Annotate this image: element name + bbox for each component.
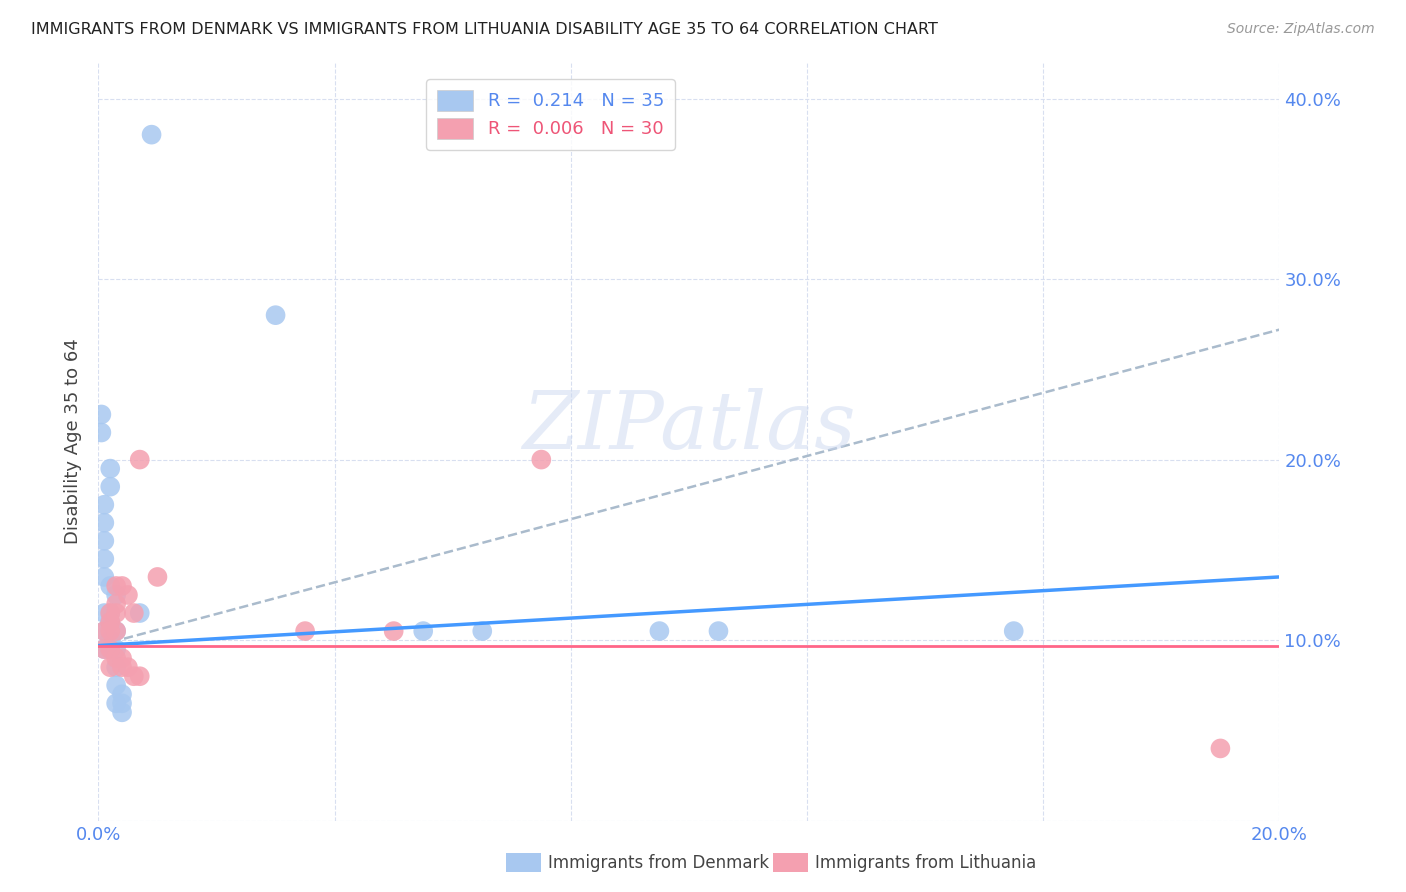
Point (105, 597, 128, 611)
Point (111, 660, 134, 674)
Point (105, 624, 128, 639)
Point (111, 579, 134, 593)
Point (105, 696, 128, 710)
Text: IMMIGRANTS FROM DENMARK VS IMMIGRANTS FROM LITHUANIA DISABILITY AGE 35 TO 64 COR: IMMIGRANTS FROM DENMARK VS IMMIGRANTS FR… (31, 22, 938, 37)
Point (93, 533, 115, 548)
Point (98, 606, 121, 620)
Point (93, 642, 115, 657)
Point (117, 660, 139, 674)
Legend: R =  0.214   N = 35, R =  0.006   N = 30: R = 0.214 N = 35, R = 0.006 N = 30 (426, 79, 675, 150)
Point (111, 706, 134, 720)
Point (98, 461, 121, 475)
Point (98, 660, 121, 674)
Point (98, 615, 121, 629)
Point (111, 651, 134, 665)
Point (93, 624, 115, 639)
Point (98, 480, 121, 494)
Point (146, 570, 169, 584)
Text: Source: ZipAtlas.com: Source: ZipAtlas.com (1227, 22, 1375, 37)
Point (98, 642, 121, 657)
Point (105, 588, 128, 602)
Point (90, 425, 112, 440)
Point (128, 452, 150, 467)
Point (128, 606, 150, 620)
Point (264, 308, 287, 322)
Point (98, 615, 121, 629)
Text: Immigrants from Lithuania: Immigrants from Lithuania (815, 854, 1036, 871)
Text: Immigrants from Denmark: Immigrants from Denmark (548, 854, 769, 871)
Point (93, 552, 115, 566)
Point (93, 498, 115, 512)
Point (1002, 624, 1025, 639)
Point (93, 516, 115, 530)
Point (93, 624, 115, 639)
Point (98, 642, 121, 657)
Point (105, 678, 128, 692)
Point (90, 408, 112, 422)
Point (105, 606, 128, 620)
Point (93, 606, 115, 620)
Point (111, 696, 134, 710)
Point (530, 452, 553, 467)
Point (382, 624, 405, 639)
Point (128, 669, 150, 683)
Point (111, 687, 134, 701)
Point (294, 624, 316, 639)
Point (105, 579, 128, 593)
Point (98, 579, 121, 593)
Point (707, 624, 730, 639)
Point (98, 606, 121, 620)
Point (105, 660, 128, 674)
Point (105, 651, 128, 665)
Point (412, 624, 434, 639)
Point (93, 570, 115, 584)
Point (648, 624, 671, 639)
Point (141, 128, 163, 142)
Point (122, 606, 145, 620)
Point (117, 588, 139, 602)
Text: ZIPatlas: ZIPatlas (522, 388, 856, 465)
Y-axis label: Disability Age 35 to 64: Disability Age 35 to 64 (65, 339, 83, 544)
Point (98, 624, 121, 639)
Point (122, 669, 145, 683)
Point (105, 624, 128, 639)
Point (105, 642, 128, 657)
Point (1209, 741, 1232, 756)
Point (471, 624, 494, 639)
Point (93, 642, 115, 657)
Point (98, 633, 121, 648)
